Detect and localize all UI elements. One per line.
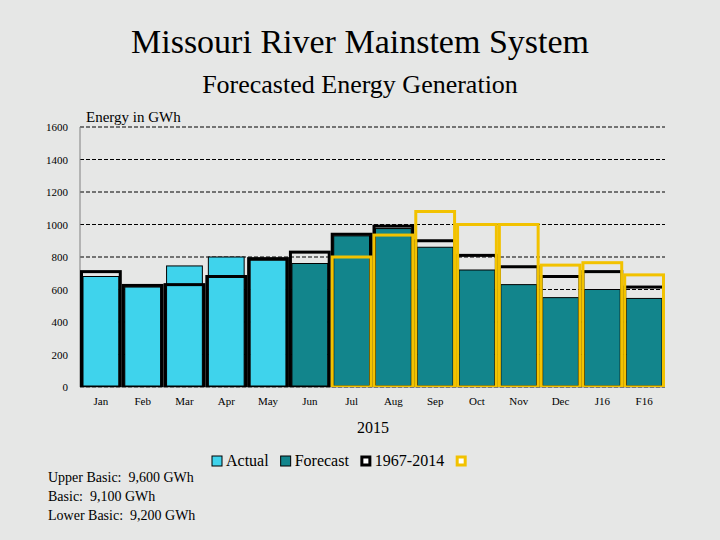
x-tick-label: Aug bbox=[384, 395, 403, 407]
outline-bar bbox=[458, 225, 497, 388]
legend-label: Forecast bbox=[295, 452, 350, 469]
bar bbox=[459, 270, 495, 387]
outline-bar bbox=[82, 272, 121, 387]
annotation: Basic: 9,100 GWh bbox=[48, 489, 155, 504]
x-tick-label: Jul bbox=[345, 395, 358, 407]
outline-bar bbox=[583, 263, 622, 387]
outline-bar bbox=[290, 252, 329, 387]
outline-bar bbox=[332, 234, 371, 387]
x-tick-label: F16 bbox=[636, 395, 654, 407]
title: Missouri River Mainstem System bbox=[131, 23, 589, 60]
outline-bar bbox=[416, 241, 455, 387]
y-tick-label: 1200 bbox=[46, 186, 69, 198]
y-tick-label: 1400 bbox=[46, 154, 69, 166]
bar bbox=[83, 277, 119, 388]
x-tick-label: Jun bbox=[302, 395, 318, 407]
outline-bar bbox=[541, 277, 580, 388]
y-tick-label: 1600 bbox=[46, 121, 69, 133]
y-tick-label: 1000 bbox=[46, 219, 69, 231]
outline-bar bbox=[499, 267, 538, 387]
bar bbox=[417, 247, 453, 387]
outline-bar bbox=[416, 212, 455, 388]
outline-bar bbox=[625, 275, 664, 387]
x-tick-label: Dec bbox=[552, 395, 570, 407]
outline-bar bbox=[165, 285, 204, 387]
bar bbox=[292, 264, 328, 388]
outline-bar bbox=[499, 225, 538, 388]
legend-label: 1967-2014 bbox=[375, 452, 444, 469]
y-tick-label: 600 bbox=[52, 284, 69, 296]
bar bbox=[543, 298, 579, 387]
outline-bar bbox=[374, 226, 413, 387]
grid-line bbox=[80, 127, 665, 128]
outline-bar bbox=[541, 265, 580, 387]
legend-swatch bbox=[362, 457, 370, 465]
annotation: Upper Basic: 9,600 GWh bbox=[48, 470, 194, 485]
x-tick-label: Apr bbox=[218, 395, 235, 407]
annotation: Lower Basic: 9,200 GWh bbox=[48, 508, 195, 523]
legend-swatch bbox=[457, 457, 465, 465]
y-tick-label: 200 bbox=[52, 349, 69, 361]
outline-bar bbox=[583, 272, 622, 387]
bar bbox=[626, 298, 662, 387]
y-tick-label: 800 bbox=[52, 251, 69, 263]
legend-swatch bbox=[212, 456, 222, 466]
x-tick-label: Sep bbox=[427, 395, 444, 407]
subtitle: Forecasted Energy Generation bbox=[202, 70, 518, 99]
x-tick-label: May bbox=[258, 395, 279, 407]
outline-bar bbox=[374, 235, 413, 387]
bar bbox=[334, 236, 370, 387]
y-tick-label: 0 bbox=[63, 381, 69, 393]
outline-bar bbox=[207, 277, 246, 388]
x-tick-label: Feb bbox=[134, 395, 151, 407]
legend-label: Actual bbox=[226, 452, 269, 469]
legend-swatch bbox=[281, 456, 291, 466]
bar bbox=[250, 260, 286, 387]
outline-bar bbox=[332, 257, 371, 387]
x-tick-label: Nov bbox=[509, 395, 528, 407]
x-tick-label: Jan bbox=[94, 395, 109, 407]
plot-area bbox=[82, 212, 664, 388]
x-tick-label: Oct bbox=[469, 395, 485, 407]
y-axis-label: Energy in GWh bbox=[86, 109, 181, 125]
grid-line bbox=[80, 159, 665, 160]
x-axis-label: 2015 bbox=[357, 419, 389, 436]
grid-line bbox=[80, 192, 665, 193]
outline-bar bbox=[123, 285, 162, 387]
bar bbox=[584, 290, 620, 388]
y-tick-label: 400 bbox=[52, 316, 69, 328]
bar bbox=[501, 285, 537, 387]
outline-bar bbox=[458, 255, 497, 387]
x-tick-label: Mar bbox=[175, 395, 194, 407]
x-tick-label: J16 bbox=[595, 395, 611, 407]
bar bbox=[125, 287, 161, 387]
bar bbox=[376, 229, 412, 387]
chart: Missouri River Mainstem System Forecasted… bbox=[0, 0, 720, 540]
background bbox=[0, 0, 720, 540]
outline-bar bbox=[625, 287, 664, 387]
outline-bar bbox=[249, 259, 288, 387]
